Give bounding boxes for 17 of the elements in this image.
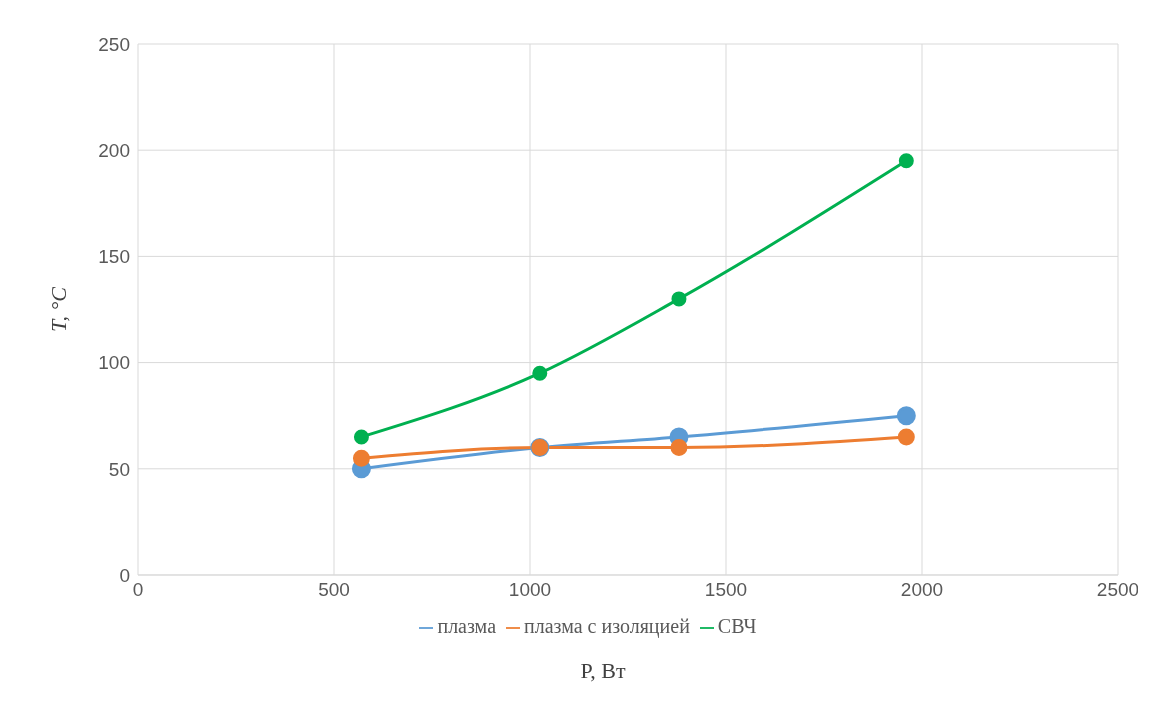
x-tick-label: 1000 (508, 579, 552, 601)
x-tick-label: 500 (318, 579, 350, 601)
legend-label: плазма с изоляцией (524, 615, 690, 637)
y-axis-title: T, °C (45, 286, 71, 333)
legend-label: плазма (437, 615, 497, 637)
y-tick-label: 0 (119, 564, 130, 586)
legend-label: СВЧ (717, 615, 757, 637)
y-tick-label: 100 (98, 352, 130, 374)
x-tick-label: 2500 (1096, 579, 1140, 601)
x-tick-label: 2000 (900, 579, 944, 601)
y-tick-label: 250 (98, 33, 130, 55)
x-tick-label: 0 (132, 579, 144, 601)
x-tick-label: 1500 (704, 579, 748, 601)
y-tick-label: 50 (108, 458, 130, 480)
y-tick-label: 150 (98, 246, 130, 268)
y-tick-label: 200 (98, 139, 130, 161)
x-axis-title: P, Вт (579, 658, 627, 684)
